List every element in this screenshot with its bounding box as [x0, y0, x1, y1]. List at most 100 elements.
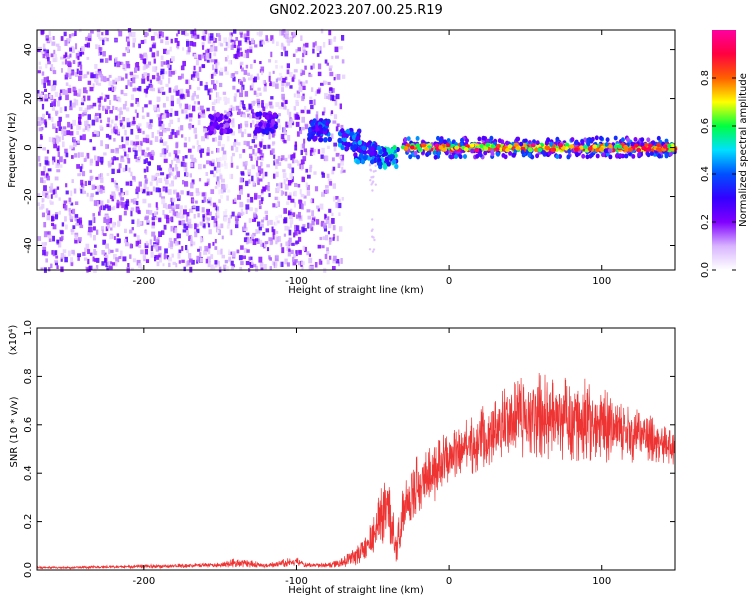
spectrogram-point	[56, 100, 61, 107]
spectrogram-point	[594, 135, 599, 141]
spectrogram-point	[261, 133, 265, 137]
spectrogram-point	[135, 141, 140, 146]
spectrogram-point	[355, 136, 360, 142]
spectrogram-point	[296, 90, 300, 94]
spectrogram-point	[247, 72, 250, 76]
spectrogram-point	[243, 237, 248, 243]
spectrogram-point	[94, 258, 97, 262]
spectrogram-point	[148, 210, 153, 215]
spectrogram-point	[138, 156, 142, 160]
spectrogram-point	[287, 163, 292, 169]
spectrogram-point	[283, 208, 287, 214]
spectrogram-point	[253, 135, 258, 140]
spectrogram-point	[607, 148, 612, 154]
spectrogram-point	[84, 107, 89, 113]
spectrogram-point	[309, 167, 312, 173]
spectrogram-point	[121, 77, 125, 81]
spectrogram-point	[340, 154, 345, 161]
spectrogram-point	[71, 33, 75, 37]
spectrogram-point	[409, 145, 415, 150]
spectrogram-point	[186, 40, 189, 47]
spectrogram-point	[229, 39, 234, 43]
spectrogram-point	[175, 143, 178, 149]
spectrogram-point	[300, 159, 305, 165]
spectrogram-point	[308, 223, 313, 228]
spectrogram-point	[114, 62, 117, 67]
spectrogram-point	[253, 76, 257, 83]
spectrogram-point	[116, 233, 120, 237]
spectrogram-point	[111, 221, 116, 228]
spectrogram-point	[589, 138, 594, 144]
spectrogram-point	[207, 256, 210, 260]
spectrogram-point	[148, 124, 153, 130]
spectrogram-point	[162, 210, 165, 216]
spectrogram-point	[648, 143, 653, 148]
spectrogram-point	[489, 135, 494, 141]
spectrogram-point	[585, 154, 590, 160]
spectrogram-point	[67, 37, 72, 42]
spectrogram-point	[255, 92, 259, 97]
spectrogram-point	[166, 111, 169, 118]
spectrogram-point	[112, 262, 116, 266]
spectrogram-point	[113, 254, 117, 260]
spectrogram-point	[186, 172, 189, 177]
spectrogram-point	[70, 190, 73, 197]
spectrogram-point	[189, 118, 193, 122]
spectrogram-point	[646, 152, 651, 158]
spectrogram-point	[289, 192, 292, 196]
spectrogram-point	[298, 86, 303, 93]
spectrogram-point	[640, 137, 645, 143]
spectrogram-point	[233, 54, 238, 59]
spectrogram-point	[244, 222, 247, 229]
spectrogram-point	[237, 194, 241, 200]
spectrogram-point	[98, 206, 101, 213]
spectrogram-point	[332, 166, 336, 171]
spectrogram-point	[94, 114, 98, 119]
spectrogram-point	[301, 203, 304, 210]
spectrogram-point	[257, 195, 262, 199]
spectrogram-point	[305, 182, 308, 188]
spectrogram-point	[100, 140, 103, 147]
spectrogram-point	[90, 193, 94, 198]
spectrogram-point	[78, 121, 82, 125]
spectrogram-point	[84, 247, 87, 252]
spectrogram-point	[285, 121, 289, 128]
spectrogram-point	[181, 259, 185, 263]
spectrogram-point	[120, 89, 124, 95]
spectrogram-point	[189, 41, 194, 46]
spectrogram-point	[49, 200, 52, 204]
spectrogram-point	[38, 155, 41, 162]
spectrogram-point	[173, 190, 176, 194]
spectrogram-point	[40, 134, 43, 140]
spectrogram-point	[79, 224, 84, 229]
spectrogram-point	[158, 178, 163, 183]
spectrogram-point	[62, 249, 67, 254]
spectrogram-point	[271, 148, 275, 154]
spectrogram-point	[133, 200, 137, 205]
spectrogram-point	[110, 207, 115, 211]
spectrogram-point	[122, 125, 125, 129]
spectrogram-point	[50, 263, 53, 269]
spectrogram-point	[302, 143, 305, 149]
spectrogram-point	[328, 39, 332, 45]
spectrogram-point	[46, 195, 50, 199]
spectrogram-point	[174, 241, 179, 246]
spectrogram-point	[293, 253, 297, 258]
spectrogram-point	[247, 77, 251, 81]
spectrogram-point	[281, 102, 284, 107]
spectrogram-point	[176, 158, 181, 164]
spectrogram-point	[519, 141, 524, 147]
spectrogram-point	[126, 38, 131, 42]
spectrogram-point	[144, 249, 148, 255]
spectrogram-point	[483, 146, 489, 151]
spectrogram-point	[309, 124, 312, 129]
spectrogram-point	[245, 261, 250, 266]
spectrogram-point	[260, 267, 264, 271]
spectrogram-point	[231, 211, 235, 217]
spectrogram-point	[187, 260, 191, 266]
spectrogram-point	[656, 135, 661, 141]
snr-series-line	[36, 373, 676, 570]
spectrogram-point	[261, 173, 265, 179]
spectrogram-point	[315, 114, 319, 120]
spectrogram-point	[95, 73, 99, 79]
